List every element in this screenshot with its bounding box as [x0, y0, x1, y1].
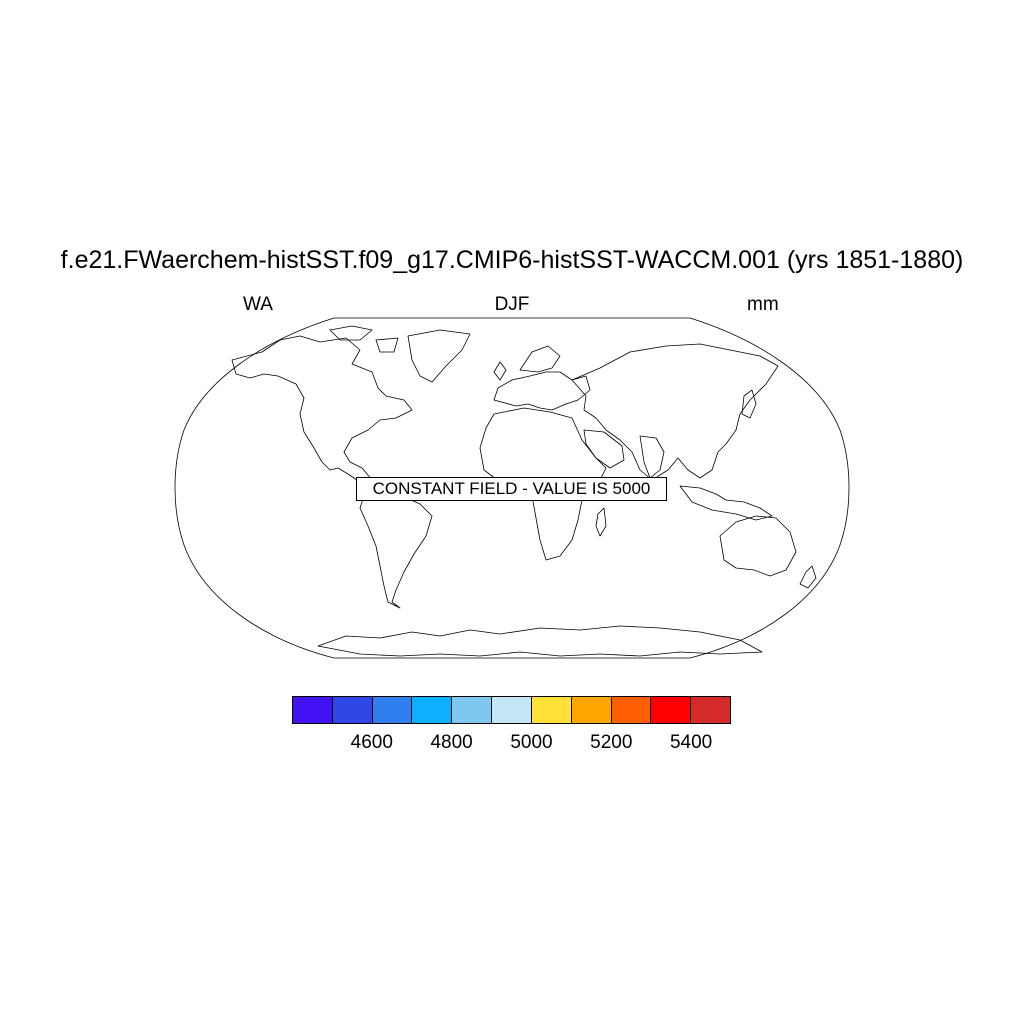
colorbar-tick-label: 4600: [350, 732, 393, 753]
constant-field-notice: CONSTANT FIELD - VALUE IS 5000: [356, 477, 667, 501]
colorbar-swatch: [412, 697, 453, 723]
colorbar-swatch: [372, 697, 413, 723]
coastline-south-america: [359, 485, 433, 609]
coastline-scandinavia: [519, 345, 561, 373]
colorbar: [292, 696, 731, 724]
colorbar-swatch: [691, 697, 730, 723]
coastline-australia: [719, 515, 797, 577]
season-label: DJF: [494, 294, 530, 315]
colorbar-swatch: [332, 697, 373, 723]
colorbar-swatch: [531, 697, 572, 723]
coastline-greenland: [407, 329, 471, 383]
coastline-north-america: [231, 335, 413, 483]
plot-title: f.e21.FWaerchem-histSST.f09_g17.CMIP6-hi…: [60, 246, 964, 274]
colorbar-tick-label: 5200: [590, 732, 633, 753]
coastline-arctic-islands: [329, 325, 399, 353]
colorbar-swatch: [571, 697, 612, 723]
coastline-indonesia: [679, 485, 773, 521]
coastline-africa: [479, 407, 607, 561]
colorbar-tick-label: 5000: [510, 732, 553, 753]
colorbar-tick-label: 4800: [430, 732, 473, 753]
coastline-new-zealand: [799, 565, 817, 589]
colorbar-swatch: [452, 697, 493, 723]
coastline-antarctica: [317, 625, 763, 657]
coastline-arabia: [583, 429, 625, 469]
coastline-europe: [493, 371, 591, 411]
colorbar-swatch: [611, 697, 652, 723]
coastline-india: [639, 435, 665, 479]
colorbar-swatch: [651, 697, 692, 723]
map-boundary: [174, 317, 850, 659]
colorbar-tick-label: 5400: [669, 732, 713, 753]
coastline-japan: [741, 389, 757, 419]
variable-label: WA: [243, 294, 273, 315]
colorbar-swatch: [492, 697, 532, 723]
coastline-madagascar: [595, 507, 607, 537]
units-label: mm: [747, 294, 779, 315]
colorbar-swatch: [293, 697, 333, 723]
coastline-asia: [571, 343, 779, 481]
coastline-british-isles: [493, 361, 507, 381]
